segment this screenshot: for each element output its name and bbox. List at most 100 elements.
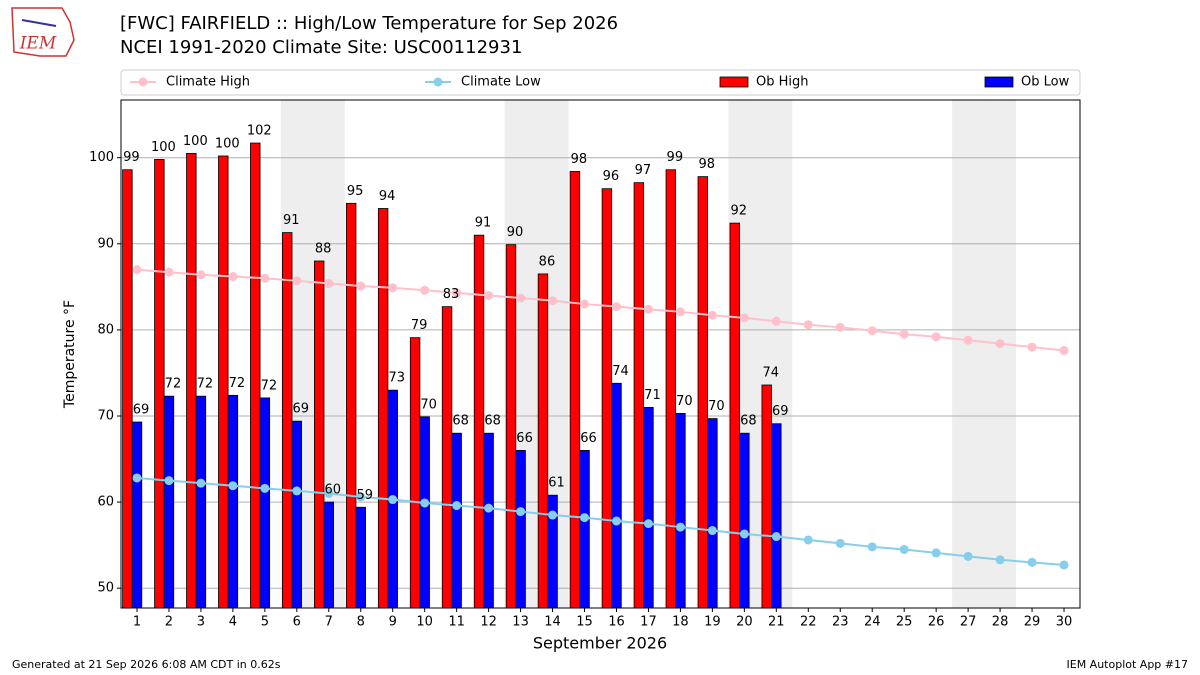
data-label: 61 — [548, 476, 565, 491]
x-tick-label: 1 — [133, 615, 141, 630]
x-tick-label: 5 — [261, 615, 269, 630]
y-axis-label: Temperature °F — [62, 300, 78, 409]
plot-frame — [120, 99, 1081, 609]
point — [995, 339, 1005, 349]
point — [228, 272, 238, 282]
bar — [729, 222, 740, 608]
point — [196, 478, 206, 488]
x-tick-label: 2 — [165, 615, 173, 630]
point — [452, 288, 462, 298]
data-label: 66 — [516, 431, 533, 446]
y-tick-label: 100 — [89, 150, 114, 165]
point — [260, 273, 270, 283]
data-label: 72 — [261, 378, 278, 393]
point — [356, 492, 366, 502]
point — [164, 476, 174, 486]
x-tick-label: 6 — [293, 615, 301, 630]
bar — [643, 406, 654, 608]
point — [899, 544, 909, 554]
line — [136, 268, 1065, 352]
x-tick-label: 17 — [640, 615, 657, 630]
point — [835, 538, 845, 548]
point — [963, 335, 973, 345]
data-label: 74 — [612, 364, 629, 379]
point — [260, 483, 270, 493]
data-label: 69 — [133, 403, 150, 418]
x-tick-label: 25 — [896, 615, 913, 630]
x-tick-label: 4 — [229, 615, 237, 630]
bar — [771, 423, 782, 608]
bar — [291, 420, 303, 608]
y-tick-label: 50 — [97, 581, 114, 596]
point — [931, 548, 941, 558]
x-tick-label: 12 — [480, 615, 497, 630]
bar — [409, 337, 421, 608]
y-tick-label: 90 — [97, 236, 114, 251]
y-tick-label: 70 — [97, 408, 114, 423]
point — [803, 535, 813, 545]
point — [292, 276, 302, 286]
data-label: 97 — [635, 163, 652, 178]
line — [136, 476, 1065, 566]
bar — [569, 171, 581, 608]
plot-area — [122, 142, 1069, 608]
legend-label: Ob High — [756, 75, 809, 90]
x-tick-label: 18 — [672, 615, 689, 630]
bar — [665, 169, 677, 608]
data-label: 102 — [247, 124, 272, 139]
data-label: 99 — [123, 150, 140, 165]
point — [643, 519, 653, 529]
point — [580, 299, 590, 309]
point — [1059, 346, 1069, 356]
bar — [195, 395, 207, 608]
bar — [473, 234, 485, 608]
point — [899, 329, 909, 339]
data-label: 70 — [676, 394, 693, 409]
point — [132, 265, 142, 275]
data-label: 94 — [379, 189, 396, 204]
point — [611, 516, 621, 526]
point — [931, 332, 941, 342]
data-labels: 99 100 100 100 102 91 88 95 94 79 83 91 90 86 98 96 97 99… — [123, 124, 788, 503]
point — [452, 501, 462, 511]
bar — [419, 416, 430, 608]
bar — [250, 142, 261, 608]
point — [228, 481, 238, 491]
data-label: 70 — [708, 399, 725, 414]
bar — [355, 506, 366, 608]
y-tick-label: 60 — [97, 495, 114, 510]
x-tick-label: 10 — [416, 615, 433, 630]
bar — [483, 432, 494, 608]
legend-swatch — [719, 76, 749, 88]
data-label: 66 — [580, 431, 597, 446]
legend-swatch — [433, 77, 443, 87]
data-label: 83 — [443, 287, 460, 302]
logo-text: IEM — [19, 34, 57, 54]
bar — [313, 260, 325, 608]
bar — [515, 450, 526, 608]
data-label: 73 — [388, 371, 405, 386]
bar — [163, 395, 175, 608]
bar — [761, 384, 772, 608]
x-tick-label: 27 — [960, 615, 977, 630]
data-label: 68 — [740, 414, 757, 429]
x-axis-label: September 2026 — [533, 634, 667, 653]
data-label: 72 — [197, 377, 214, 392]
bar — [122, 169, 133, 608]
data-label: 98 — [699, 157, 716, 172]
x-tick-label: 9 — [389, 615, 397, 630]
point — [196, 270, 206, 280]
point — [356, 281, 366, 291]
x-tick-label: 30 — [1056, 615, 1073, 630]
point — [643, 304, 653, 314]
data-label: 68 — [452, 414, 469, 429]
x-tick-label: 11 — [448, 615, 465, 630]
point — [867, 542, 877, 552]
data-label: 100 — [215, 136, 240, 151]
bar — [739, 432, 750, 608]
point — [611, 302, 621, 312]
bar — [345, 202, 357, 608]
y-tick-label: 80 — [97, 322, 114, 337]
legend-swatch — [138, 77, 148, 87]
